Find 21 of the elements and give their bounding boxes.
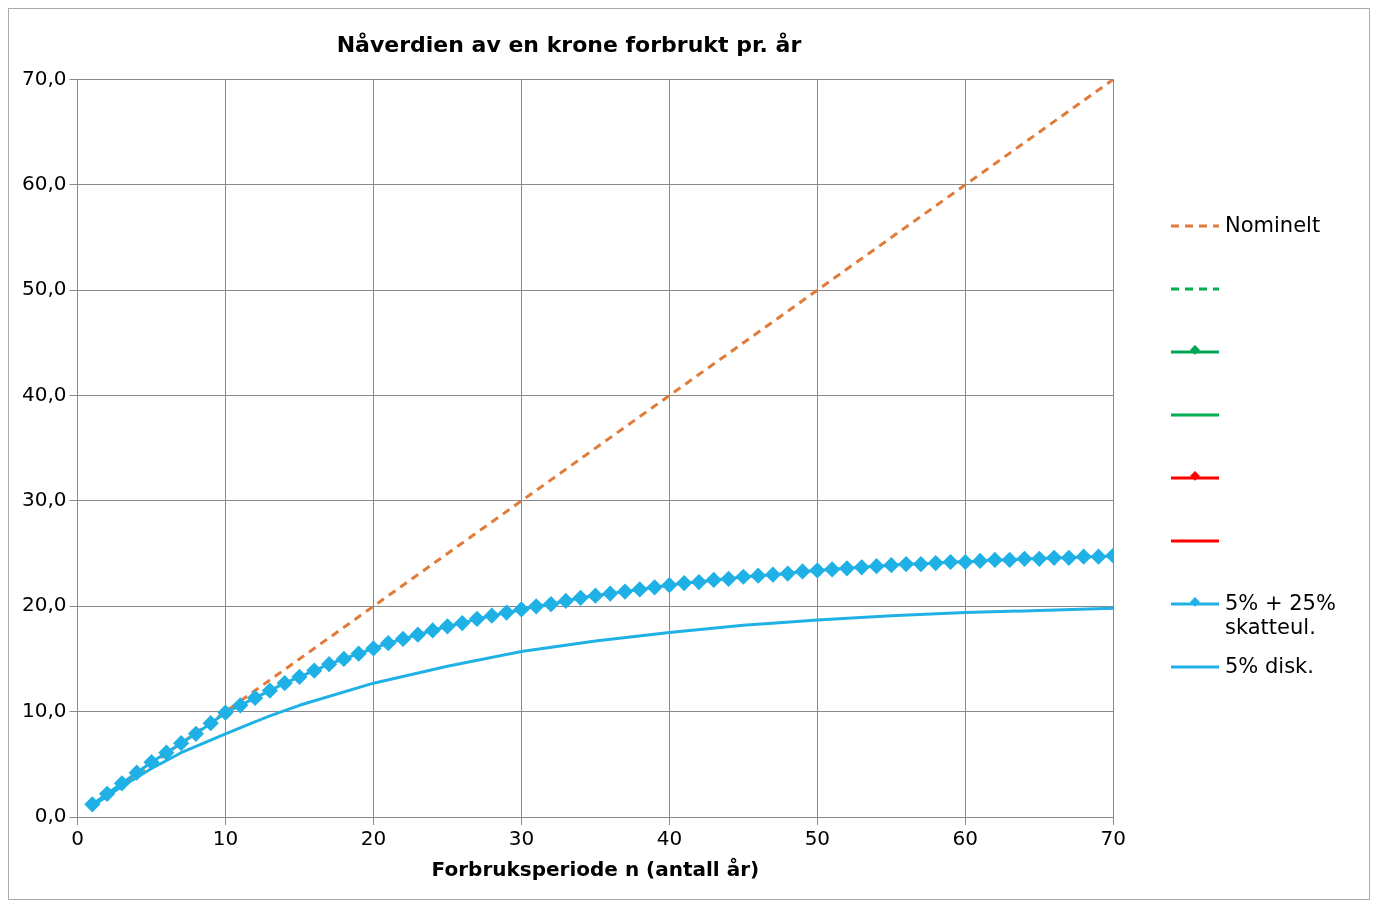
- x-tick-label: 40: [656, 826, 683, 851]
- legend-label: Nominelt: [1225, 213, 1321, 237]
- y-tick-label: 20,0: [22, 592, 67, 617]
- x-tick-label: 60: [952, 826, 979, 851]
- y-tick-label: 60,0: [22, 170, 67, 195]
- x-tick-label: 20: [360, 826, 387, 851]
- x-tick-label: 30: [508, 826, 535, 851]
- x-tick-label: 70: [1100, 826, 1126, 851]
- x-tick-label: 10: [212, 826, 239, 851]
- y-tick-label: 40,0: [22, 381, 67, 406]
- x-tick-label: 50: [804, 826, 831, 851]
- y-tick-label: 30,0: [22, 487, 67, 512]
- y-tick-label: 0,0: [34, 803, 67, 828]
- chart-title: Nåverdien av en krone forbrukt pr. år: [336, 31, 802, 57]
- y-tick-label: 50,0: [22, 276, 67, 301]
- legend-label: 5% + 25% skatteul.: [1225, 591, 1337, 639]
- x-tick-label: 0: [71, 826, 84, 851]
- y-tick-label: 70,0: [22, 65, 67, 90]
- y-tick-label: 10,0: [22, 697, 67, 722]
- x-axis-title: Forbruksperiode n (antall år): [431, 857, 760, 882]
- legend-label: 5% disk.: [1225, 654, 1314, 678]
